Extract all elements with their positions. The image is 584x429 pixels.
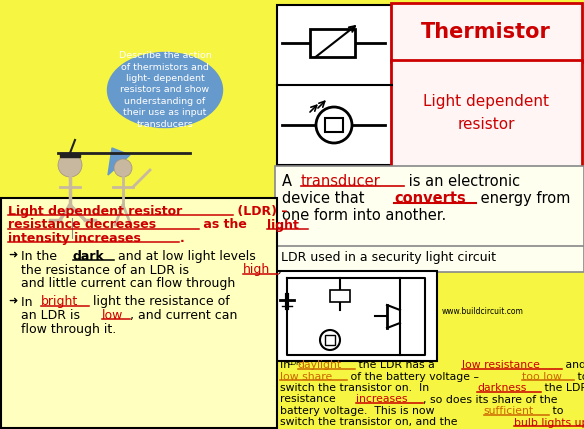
Text: switch the transistor on.  In: switch the transistor on. In <box>280 383 433 393</box>
Text: In: In <box>21 296 36 308</box>
Circle shape <box>58 153 82 177</box>
Text: light the resistance of: light the resistance of <box>89 296 230 308</box>
Text: the resistance of an LDR is: the resistance of an LDR is <box>21 263 193 277</box>
Text: switch the transistor on, and the: switch the transistor on, and the <box>280 417 461 428</box>
FancyBboxPatch shape <box>275 246 584 272</box>
Text: Thermistor: Thermistor <box>421 22 551 42</box>
Text: device that: device that <box>282 191 369 206</box>
Text: bulb lights up: bulb lights up <box>513 417 584 428</box>
Ellipse shape <box>107 52 223 127</box>
Polygon shape <box>60 153 80 157</box>
Text: transducer: transducer <box>301 174 381 189</box>
Text: Describe the action
of thermistors and
light- dependent
resistors and show
under: Describe the action of thermistors and l… <box>119 51 211 129</box>
Text: flow through it.: flow through it. <box>21 323 116 335</box>
Text: is an electronic: is an electronic <box>404 174 520 189</box>
Text: low resistance: low resistance <box>462 360 540 370</box>
Text: and a: and a <box>562 360 584 370</box>
Text: In the: In the <box>21 250 61 263</box>
Text: Light dependent resistor: Light dependent resistor <box>8 205 182 218</box>
Text: of the battery voltage –: of the battery voltage – <box>347 372 483 381</box>
Text: energy from: energy from <box>477 191 571 206</box>
Text: ,: , <box>278 263 282 277</box>
Text: (LDR) –: (LDR) – <box>233 205 287 218</box>
Text: high: high <box>243 263 270 277</box>
Text: intensity increases: intensity increases <box>8 232 141 245</box>
FancyBboxPatch shape <box>325 335 335 345</box>
Text: converts: converts <box>394 191 466 206</box>
Text: as the: as the <box>199 218 251 232</box>
Text: daylight: daylight <box>298 360 342 370</box>
Text: LDR used in a security light circuit: LDR used in a security light circuit <box>281 251 496 264</box>
Text: increases: increases <box>356 395 408 405</box>
Text: LDR: LDR <box>287 360 301 366</box>
Text: and little current can flow through: and little current can flow through <box>21 277 235 290</box>
Text: .: . <box>179 232 184 245</box>
FancyBboxPatch shape <box>275 166 584 248</box>
FancyBboxPatch shape <box>325 118 343 132</box>
Text: ➜: ➜ <box>8 250 18 260</box>
Circle shape <box>114 159 132 177</box>
FancyBboxPatch shape <box>277 271 437 361</box>
Text: www.buildcircuit.com: www.buildcircuit.com <box>442 308 524 317</box>
Text: the LDR has a: the LDR has a <box>354 360 438 370</box>
Text: one form into another.: one form into another. <box>282 208 446 223</box>
Text: darkness: darkness <box>477 383 526 393</box>
Text: , and current can: , and current can <box>130 309 237 322</box>
Text: the LDR: the LDR <box>541 383 584 393</box>
FancyBboxPatch shape <box>1 198 277 428</box>
Text: A: A <box>282 174 297 189</box>
Text: , so does its share of the: , so does its share of the <box>423 395 557 405</box>
Circle shape <box>320 330 340 350</box>
FancyBboxPatch shape <box>310 29 355 57</box>
Text: and at low light levels: and at low light levels <box>113 250 255 263</box>
Text: bright: bright <box>41 296 78 308</box>
Text: In: In <box>280 360 294 370</box>
Text: resistance: resistance <box>280 395 339 405</box>
Text: battery voltage.  This is now: battery voltage. This is now <box>280 406 438 416</box>
FancyBboxPatch shape <box>391 60 582 167</box>
Circle shape <box>316 107 352 143</box>
Text: resistance decreases: resistance decreases <box>8 218 156 232</box>
FancyBboxPatch shape <box>391 3 582 62</box>
Text: to: to <box>573 372 584 381</box>
FancyBboxPatch shape <box>330 290 350 302</box>
Text: Light dependent
resistor: Light dependent resistor <box>423 94 549 132</box>
Text: ➜: ➜ <box>8 296 18 305</box>
Text: dark: dark <box>72 250 105 263</box>
Text: to: to <box>548 406 563 416</box>
Text: low share: low share <box>280 372 332 381</box>
Text: sufficient: sufficient <box>484 406 534 416</box>
Text: an LDR is: an LDR is <box>21 309 84 322</box>
Text: light: light <box>266 218 298 232</box>
Text: low: low <box>102 309 124 322</box>
FancyBboxPatch shape <box>39 216 106 240</box>
FancyBboxPatch shape <box>277 5 392 165</box>
Text: too low: too low <box>522 372 562 381</box>
Polygon shape <box>108 148 130 175</box>
